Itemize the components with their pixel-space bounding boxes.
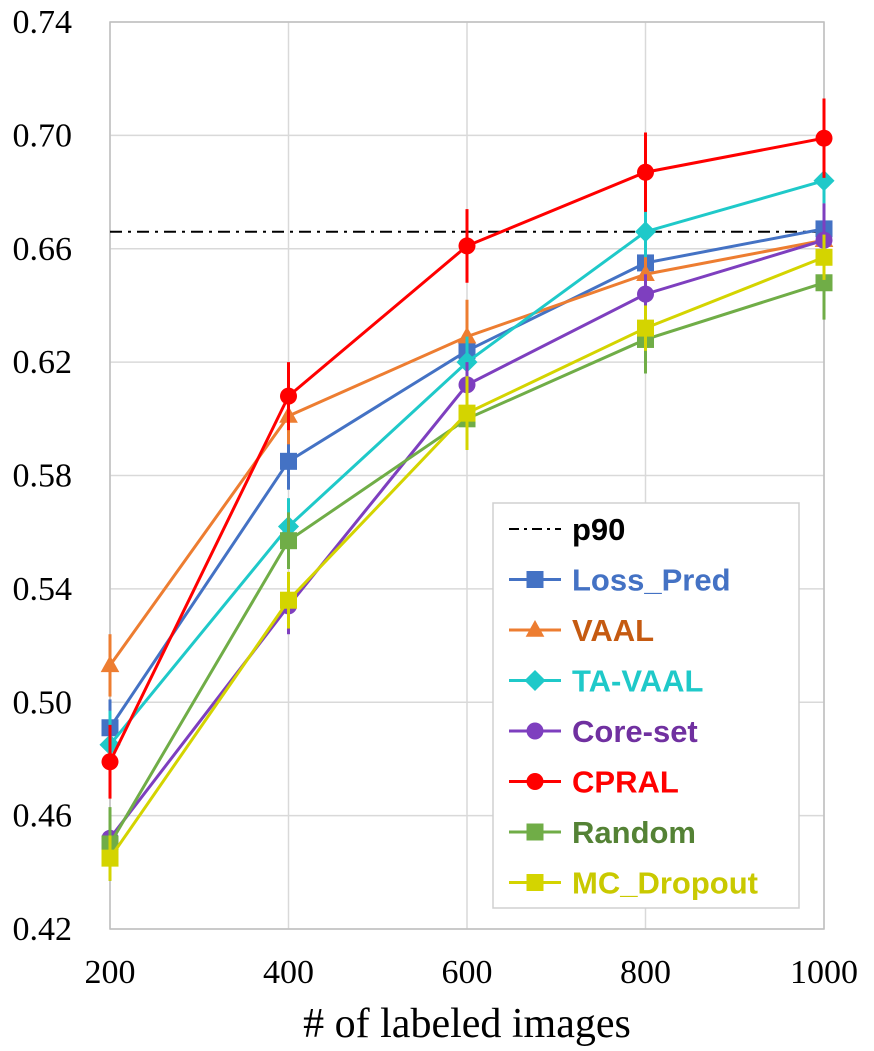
- legend-marker: [524, 669, 546, 692]
- data-point: [280, 591, 297, 609]
- y-axis-tick-labels: 0.42 0.46 0.50 0.54 0.58 0.62 0.66 0.70 0.74: [13, 4, 73, 948]
- plot-border: [109, 21, 825, 930]
- data-point: [280, 532, 297, 550]
- legend-label: MC_Dropout: [572, 866, 758, 901]
- data-point: [637, 285, 654, 303]
- data-point: [636, 264, 655, 282]
- data-point: [637, 163, 654, 181]
- data-point: [634, 221, 657, 243]
- y-tick-label: 0.42: [13, 911, 73, 948]
- y-tick-label: 0.66: [13, 231, 73, 268]
- legend-label: p90: [572, 512, 625, 547]
- x-tick-label: 800: [620, 954, 671, 991]
- data-point: [101, 753, 119, 771]
- legend-entry-random: Random: [509, 815, 696, 850]
- legend-box: [492, 502, 800, 909]
- y-tick-label: 0.74: [13, 4, 73, 41]
- data-point: [458, 237, 476, 255]
- data-point: [280, 452, 297, 470]
- x-tick-label: 600: [442, 954, 493, 991]
- data-point: [637, 319, 654, 337]
- x-tick-label: 400: [263, 954, 314, 991]
- y-tick-label: 0.54: [13, 571, 73, 608]
- legend-entry-mc-dropout: MC_Dropout: [509, 866, 758, 901]
- legend-marker: [526, 722, 544, 740]
- y-tick-label: 0.50: [13, 684, 73, 721]
- legend-marker: [526, 823, 544, 841]
- legend-label: VAAL: [572, 613, 654, 648]
- data-point: [457, 326, 477, 344]
- y-tick-label: 0.58: [13, 458, 73, 495]
- data-point: [100, 655, 120, 673]
- data-point: [813, 170, 835, 192]
- x-axis-tick-labels: 200 400 600 800 1000: [85, 954, 859, 991]
- legend-entry-p90: p90: [509, 512, 625, 547]
- y-tick-label: 0.70: [13, 117, 73, 154]
- legend-entry-loss-pred: Loss_Pred: [509, 563, 731, 598]
- legend-marker: [526, 571, 544, 588]
- legend-entry-ta-vaal: TA-VAAL: [509, 664, 703, 699]
- data-point: [815, 129, 833, 147]
- series-layer: [99, 98, 835, 881]
- legend-entry-vaal: VAAL: [509, 613, 654, 648]
- x-axis-title: # of labeled images: [303, 1001, 631, 1047]
- data-point: [815, 274, 833, 292]
- series-cpral: [101, 98, 833, 799]
- legend-label: Core-set: [572, 714, 698, 749]
- y-tick-label: 0.62: [13, 344, 73, 381]
- data-point: [815, 248, 833, 266]
- y-tick-label: 0.46: [13, 798, 73, 835]
- legend: p90 Loss_Pred VAAL TA-VAAL Core-set CPRAL Rand…: [492, 502, 800, 909]
- legend-label: Loss_Pred: [572, 563, 731, 598]
- legend-entry-core-set: Core-set: [509, 714, 698, 749]
- x-tick-label: 1000: [790, 954, 858, 991]
- legend-label: CPRAL: [572, 765, 679, 800]
- data-point: [280, 387, 297, 405]
- legend-marker: [526, 874, 544, 891]
- series-mc-dropout: [101, 234, 833, 881]
- legend-label: TA-VAAL: [572, 664, 703, 699]
- legend-entry-cpral: CPRAL: [509, 765, 679, 800]
- data-point: [101, 849, 119, 867]
- legend-entries: p90 Loss_Pred VAAL TA-VAAL Core-set CPRAL Rand…: [509, 512, 758, 901]
- legend-label: Random: [572, 815, 696, 850]
- x-tick-label: 200: [85, 954, 136, 991]
- legend-marker: [525, 619, 545, 637]
- data-point: [458, 404, 476, 422]
- legend-marker: [526, 773, 544, 790]
